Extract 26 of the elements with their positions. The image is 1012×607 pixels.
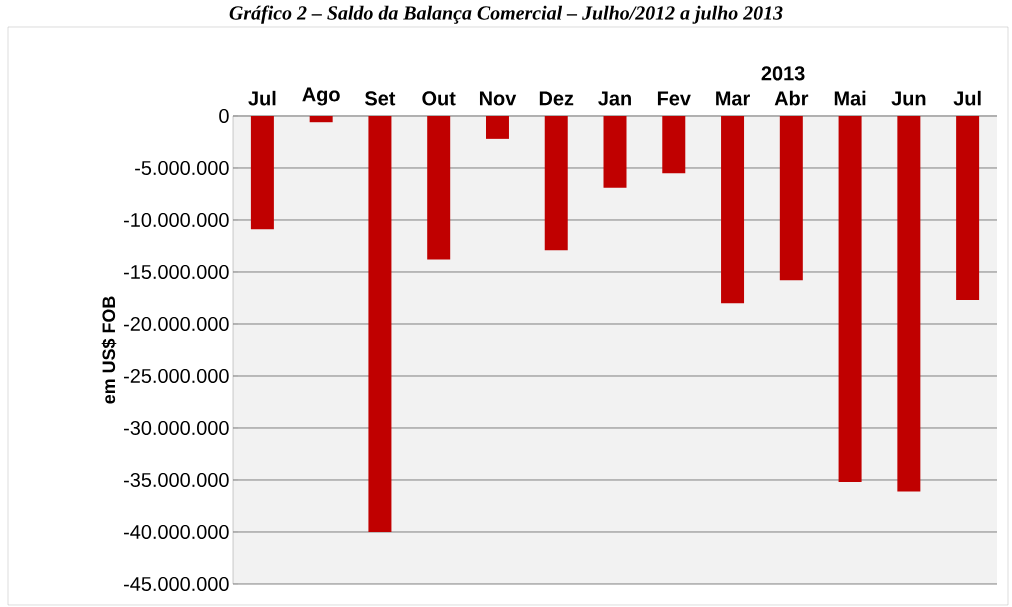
y-tick-label: -20.000.000 [124,316,229,332]
y-tick-label: -30.000.000 [124,420,229,436]
x-tick-label: Abr [774,90,809,106]
x-tick-label: Out [422,91,456,106]
x-tick-label: Fev [657,91,691,106]
x-tick-label: Mar [716,91,750,106]
y-tick-label: -45.000.000 [124,576,229,592]
y-tick-label: -5.000.000 [135,160,229,176]
x-tick-label: Jan [598,91,631,106]
x-tick-label: Mai [834,90,866,106]
x-tick-label: Jul [248,90,276,106]
y-tick-label: -35.000.000 [124,472,229,488]
x-tick-label: Dez [539,91,574,106]
y-tick-label: -10.000.000 [124,212,229,228]
x-tick-label: Set [365,91,396,106]
y-tick-label: 0 [219,108,229,124]
y-tick-label: -15.000.000 [124,264,229,280]
chart-title: Gráfico 2 – Saldo da Balança Comercial – Julho/2012 a julho 2013 [229,5,783,24]
text: 2013 [761,66,805,81]
y-tick-label: -40.000.000 [124,524,229,540]
x-tick-label: Jun [891,91,926,106]
y-tick-label: -25.000.000 [124,368,229,384]
x-tick-label: Nov [479,91,517,106]
x-tick-label: Ago [302,87,340,106]
y-axis-title: em US$ FOB [101,296,117,404]
x-tick-label: Jul [953,90,981,106]
